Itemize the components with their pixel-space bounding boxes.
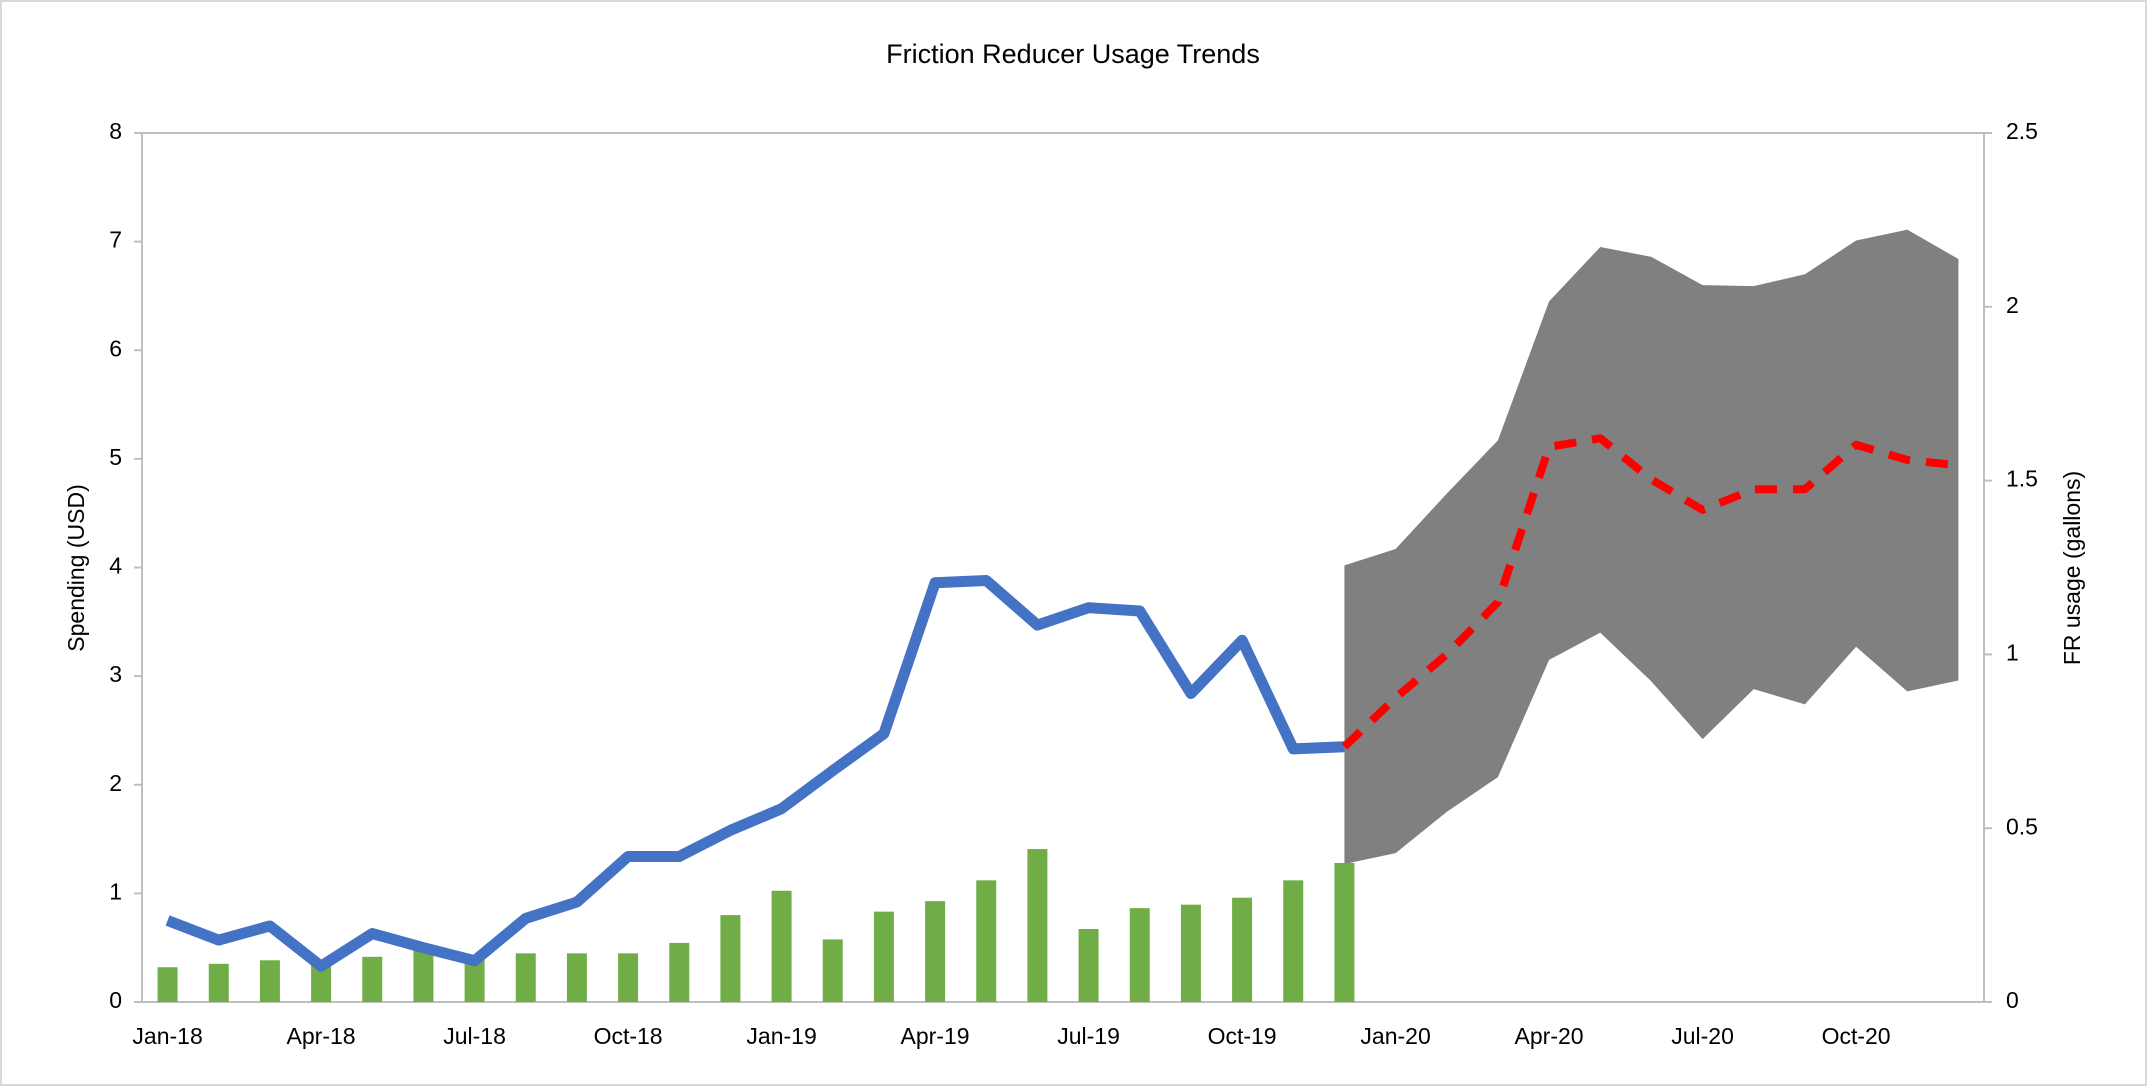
bar xyxy=(925,901,946,1002)
bar xyxy=(1334,862,1355,1002)
y-tick-label: 5 xyxy=(109,444,122,470)
bar xyxy=(1027,849,1048,1002)
x-tick-label: Jan-19 xyxy=(746,1023,816,1049)
chart-title: Friction Reducer Usage Trends xyxy=(886,39,1260,69)
bar xyxy=(259,960,280,1002)
bar xyxy=(566,953,587,1002)
x-tick-label: Apr-20 xyxy=(1515,1023,1584,1049)
y-tick-label: 7 xyxy=(109,227,122,253)
x-tick-label: Oct-19 xyxy=(1208,1023,1277,1049)
x-tick-label: Oct-18 xyxy=(594,1023,663,1049)
bar xyxy=(771,890,792,1002)
bar xyxy=(720,915,741,1002)
y2-tick-label: 1.5 xyxy=(2006,466,2038,492)
bar xyxy=(1180,904,1201,1002)
bar xyxy=(669,942,690,1002)
spending-line xyxy=(165,575,1345,972)
bar xyxy=(1129,908,1150,1002)
x-tick-label: Oct-20 xyxy=(1822,1023,1891,1049)
y2-tick-label: 1 xyxy=(2006,639,2019,665)
x-tick-label: Jan-20 xyxy=(1360,1023,1430,1049)
x-tick-label: Jul-18 xyxy=(443,1023,506,1049)
bar xyxy=(618,953,639,1002)
bar xyxy=(413,949,434,1002)
y2-tick-label: 2 xyxy=(2006,292,2019,318)
y-tick-label: 6 xyxy=(109,335,122,361)
x-tick-label: Apr-19 xyxy=(901,1023,970,1049)
bar xyxy=(873,911,894,1002)
y-tick-label: 2 xyxy=(109,770,122,796)
bar xyxy=(515,953,536,1002)
y2-axis-title: FR usage (gallons) xyxy=(2059,471,2085,665)
bar xyxy=(976,880,997,1002)
y-tick-label: 8 xyxy=(109,118,122,144)
bar xyxy=(1078,929,1099,1002)
bar xyxy=(208,963,229,1002)
forecast-band xyxy=(1344,229,1959,865)
y-tick-label: 3 xyxy=(109,661,122,687)
y-axis-title: Spending (USD) xyxy=(63,484,89,651)
bar xyxy=(1283,880,1304,1002)
y2-tick-label: 0 xyxy=(2006,987,2019,1013)
bar xyxy=(1232,897,1253,1002)
forecast-line xyxy=(1341,434,1959,750)
x-tick-label: Jul-19 xyxy=(1057,1023,1120,1049)
bar xyxy=(822,939,843,1002)
y-tick-label: 1 xyxy=(109,878,122,904)
bar xyxy=(311,960,332,1002)
bar xyxy=(464,956,485,1002)
bar xyxy=(157,967,178,1002)
y2-tick-label: 0.5 xyxy=(2006,813,2038,839)
x-tick-label: Jan-18 xyxy=(132,1023,202,1049)
y-tick-label: 0 xyxy=(109,987,122,1013)
x-tick-label: Jul-20 xyxy=(1671,1023,1734,1049)
y2-tick-label: 2.5 xyxy=(2006,118,2038,144)
bar xyxy=(362,956,383,1002)
y-tick-label: 4 xyxy=(109,553,122,579)
x-tick-label: Apr-18 xyxy=(287,1023,356,1049)
